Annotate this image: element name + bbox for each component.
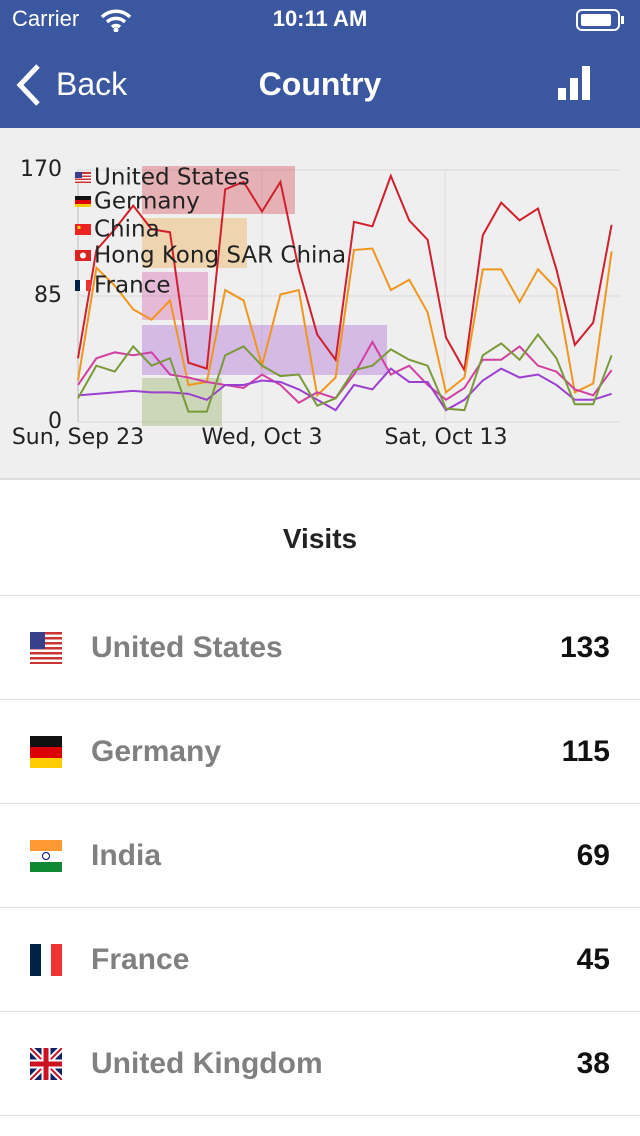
- country: United States: [91, 631, 283, 664]
- legend-flag: [75, 250, 91, 261]
- table: Visits United States 133 Germany 115 India…: [0, 480, 640, 1116]
- y-tick-label: 0: [48, 409, 62, 434]
- carrier: Carrier: [12, 6, 80, 31]
- visits: 115: [561, 735, 610, 768]
- wifi-icon: [100, 9, 132, 32]
- chart-button[interactable]: [558, 66, 592, 100]
- row[interactable]: India 69: [0, 804, 640, 908]
- country: United Kingdom: [91, 1047, 323, 1080]
- row[interactable]: Germany 115: [0, 700, 640, 804]
- legend-label: France: [94, 273, 170, 299]
- nav-title: Country: [258, 66, 382, 102]
- legend-label: Hong Kong SAR China: [94, 243, 346, 269]
- row[interactable]: France 45: [0, 908, 640, 1012]
- series-line: [77, 247, 613, 398]
- time: 10:11 AM: [272, 6, 368, 31]
- row[interactable]: United States 133: [0, 596, 640, 700]
- legend-flag: [75, 172, 91, 183]
- legend-label: United States: [94, 165, 250, 191]
- chart: 0 85 170 Sun, Sep 23 Wed, Oct 3 Sat, Oct 13 Un…: [0, 128, 640, 480]
- series-line: [77, 339, 613, 404]
- highlight-block: [142, 166, 295, 214]
- flag: [30, 632, 62, 664]
- x-tick-label: Sat, Oct 13: [384, 425, 507, 450]
- legend-label: China: [94, 217, 160, 243]
- highlight-block: [142, 378, 222, 426]
- country: France: [91, 943, 190, 976]
- flag: [30, 736, 62, 768]
- legend-label: Germany: [94, 189, 200, 215]
- country: Germany: [91, 735, 222, 768]
- visits: 69: [576, 839, 610, 872]
- x-tick-label: Sun, Sep 23: [12, 425, 144, 450]
- series-line: [77, 367, 612, 412]
- battery-icon: [576, 9, 624, 31]
- x-tick-label: Wed, Oct 3: [202, 425, 323, 450]
- header: Carrier 10:11 AM Back Country: [0, 0, 640, 128]
- row[interactable]: United Kingdom 38: [0, 1012, 640, 1116]
- visits: 38: [576, 1047, 610, 1080]
- legend-flag: [75, 224, 91, 235]
- y-tick-label: 85: [34, 283, 62, 308]
- flag: [30, 1048, 62, 1080]
- legend-flag: [75, 196, 91, 207]
- visits: 133: [559, 631, 610, 664]
- series-line: [77, 173, 613, 374]
- flag: [30, 944, 62, 976]
- back-button[interactable]: Back: [56, 66, 128, 102]
- legend-flag: [75, 280, 91, 291]
- highlight-block: [142, 218, 247, 268]
- highlight-block: [142, 272, 208, 320]
- visits: 45: [576, 943, 610, 976]
- flag: [30, 840, 62, 872]
- table-header: Visits: [0, 480, 640, 596]
- y-tick-label: 170: [20, 157, 62, 182]
- series-line: [77, 332, 613, 413]
- country: India: [91, 839, 162, 872]
- back-chevron[interactable]: [14, 62, 44, 108]
